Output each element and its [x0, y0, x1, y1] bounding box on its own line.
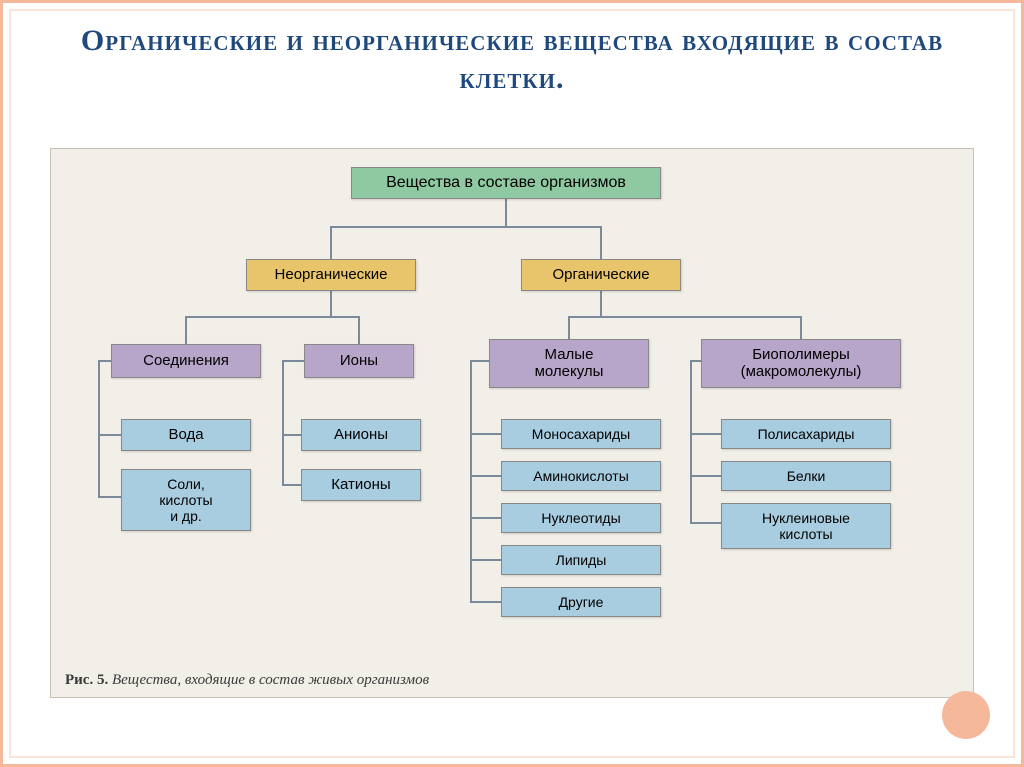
node-protein: Белки	[721, 461, 891, 491]
node-anions: Анионы	[301, 419, 421, 451]
node-nucleic: Нуклеиновые кислоты	[721, 503, 891, 549]
node-mono: Моносахариды	[501, 419, 661, 449]
flowchart-container: Рис. 5. Вещества, входящие в состав живы…	[50, 148, 974, 698]
node-lipids: Липиды	[501, 545, 661, 575]
node-poly: Полисахариды	[721, 419, 891, 449]
node-biopol: Биополимеры (макромолекулы)	[701, 339, 901, 388]
node-cations: Катионы	[301, 469, 421, 501]
node-org: Органические	[521, 259, 681, 291]
accent-circle-icon	[942, 691, 990, 739]
node-amino: Аминокислоты	[501, 461, 661, 491]
node-small: Малые молекулы	[489, 339, 649, 388]
caption-text: Вещества, входящие в состав живых органи…	[112, 672, 429, 688]
node-ions: Ионы	[304, 344, 414, 378]
node-root: Вещества в составе организмов	[351, 167, 661, 199]
node-inorg: Неорганические	[246, 259, 416, 291]
node-water: Вода	[121, 419, 251, 451]
node-salts: Соли, кислоты и др.	[121, 469, 251, 531]
figure-caption: Рис. 5. Вещества, входящие в состав живы…	[65, 672, 429, 689]
node-other: Другие	[501, 587, 661, 617]
node-nucleo: Нуклеотиды	[501, 503, 661, 533]
caption-label: Рис. 5.	[65, 672, 108, 688]
node-compounds: Соединения	[111, 344, 261, 378]
